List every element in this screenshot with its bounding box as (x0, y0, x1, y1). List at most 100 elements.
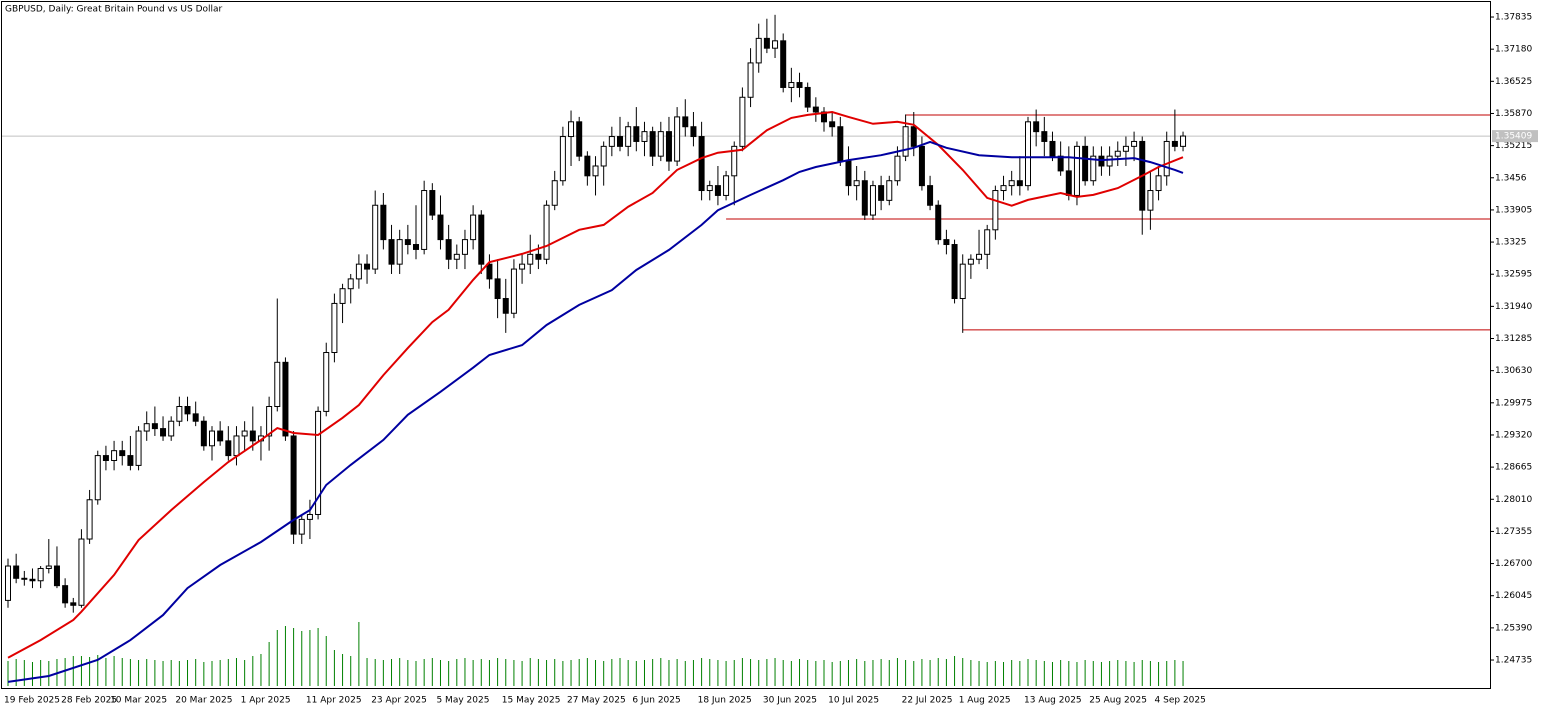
candle-body (21, 577, 28, 580)
candle-body (241, 430, 248, 437)
candle-body (274, 361, 281, 408)
candle-body (812, 106, 819, 113)
candle-body (453, 253, 460, 260)
candle-body (665, 131, 672, 162)
candle-body (143, 423, 150, 432)
candle-body (217, 430, 224, 442)
volume-bar (733, 660, 735, 686)
candle-body (1180, 135, 1187, 147)
volume-bar (799, 659, 801, 686)
candle-body (869, 185, 876, 216)
candle-body (600, 145, 607, 167)
candle-body (396, 239, 403, 265)
candle-body (249, 430, 256, 442)
candle-body (723, 175, 730, 196)
volume-bar (154, 660, 156, 686)
candle-body (135, 430, 142, 466)
volume-bar (643, 660, 645, 686)
candle-body (551, 180, 558, 206)
candle-body (568, 121, 575, 138)
y-tick-label: 1.26045 (1495, 591, 1532, 601)
volume-bar (293, 628, 295, 686)
volume-bar (129, 659, 131, 686)
candle-body (796, 82, 803, 88)
volume-bar (619, 658, 621, 686)
candle-body (559, 136, 566, 182)
candle-body (535, 253, 542, 260)
volume-bar (880, 659, 882, 686)
volume-bar (1060, 660, 1062, 686)
candle-body (706, 185, 713, 192)
volume-bar (187, 660, 189, 686)
volume-bar (138, 660, 140, 686)
candle-body (233, 435, 240, 457)
volume-bar (350, 656, 352, 686)
volume-bar (1117, 660, 1119, 686)
candle-body (5, 565, 11, 601)
candle-body (13, 565, 20, 579)
candle-body (788, 82, 795, 88)
candle-body (584, 155, 591, 177)
candle-body (200, 420, 207, 447)
candle-body (151, 423, 158, 430)
x-tick-label: 20 Mar 2025 (175, 696, 232, 706)
volume-bar (40, 660, 42, 686)
volume-bar (823, 660, 825, 686)
candle-body (192, 413, 199, 422)
volume-bar (1166, 661, 1168, 686)
candle-body (1073, 145, 1080, 196)
candle-body (1049, 140, 1056, 157)
candle-body (421, 190, 428, 250)
x-tick-label: 6 Jun 2025 (632, 696, 680, 706)
volume-bar (219, 660, 221, 686)
candle-body (853, 180, 860, 187)
candle-body (290, 435, 297, 535)
candle-body (184, 406, 191, 415)
volume-bar (342, 654, 344, 686)
x-tick-label: 13 Aug 2025 (1024, 696, 1082, 706)
candle-body (1041, 131, 1048, 142)
x-tick-label: 28 Feb 2025 (61, 696, 117, 706)
volume-bar (709, 659, 711, 686)
volume-bar (1149, 661, 1151, 686)
candle-body (62, 585, 69, 604)
volume-bar (1051, 662, 1053, 686)
volume-bar (635, 661, 637, 686)
volume-bar (676, 659, 678, 686)
volume-bar (1141, 660, 1143, 686)
candle-body (102, 455, 109, 461)
candle-body (747, 62, 754, 98)
x-tick-label: 11 Apr 2025 (306, 696, 362, 706)
y-tick-label: 1.35870 (1495, 109, 1532, 119)
candle-body (1057, 155, 1064, 172)
volume-bar (203, 662, 205, 686)
y-tick-label: 1.27355 (1495, 527, 1532, 537)
volume-bar (1035, 660, 1037, 686)
volume-bar (529, 658, 531, 686)
candle-body (1000, 185, 1007, 192)
volume-bar (856, 659, 858, 686)
candle-body (935, 204, 942, 241)
candle-body (78, 538, 85, 606)
volume-bar (1109, 661, 1111, 686)
y-tick-label: 1.29975 (1495, 398, 1532, 408)
volume-bar (391, 659, 393, 686)
volume-bar (333, 650, 335, 686)
volume-bar (431, 658, 433, 686)
volume-bar (782, 660, 784, 686)
candle-body (967, 258, 974, 265)
y-tick-label: 1.37180 (1495, 45, 1532, 55)
volume-bar (1084, 660, 1086, 686)
volume-bar (15, 659, 17, 686)
x-tick-label: 1 Aug 2025 (959, 696, 1011, 706)
volume-bar (1076, 662, 1078, 686)
x-tick-label: 22 Jul 2025 (902, 696, 953, 706)
volume-bar (815, 661, 817, 686)
volume-bar (1174, 660, 1176, 686)
candle-body (298, 518, 305, 535)
candle-body (625, 126, 632, 147)
volume-bar (1158, 662, 1160, 686)
candle-body (478, 214, 485, 265)
volume-bar (23, 660, 25, 686)
volume-bar (652, 659, 654, 686)
